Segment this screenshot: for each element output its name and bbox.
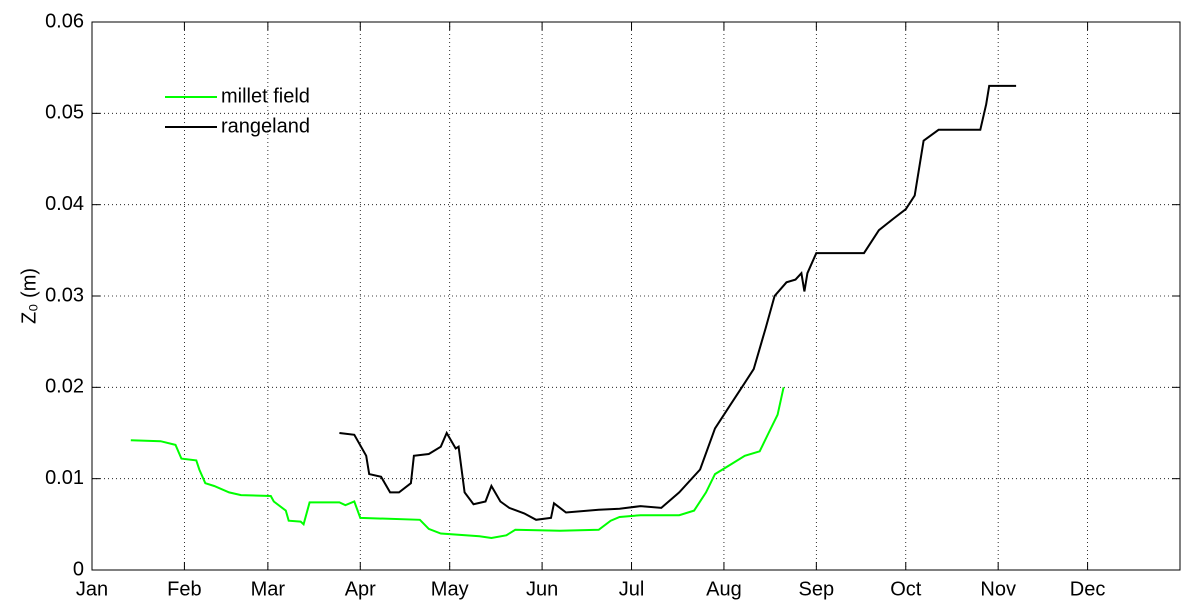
plot-frame <box>91 21 1181 571</box>
y-tick-label: 0.02 <box>45 376 84 398</box>
y-tick-label: 0.05 <box>45 102 84 124</box>
y-axis-label: Z₀ (m) <box>18 268 40 324</box>
x-tick-label: Jun <box>526 578 558 600</box>
x-tick-label: Dec <box>1070 578 1106 600</box>
x-tick-label: Jan <box>76 578 108 600</box>
y-tick-label: 0.01 <box>45 467 84 489</box>
x-tick-label: Sep <box>799 578 835 600</box>
x-tick-label: Jul <box>619 578 645 600</box>
x-tick-label: May <box>431 578 469 600</box>
x-tick-label: Mar <box>251 578 286 600</box>
x-tick-label: Apr <box>345 578 376 600</box>
y-tick-label: 0.03 <box>45 284 84 306</box>
x-tick-label: Feb <box>167 578 201 600</box>
series-line <box>339 84 1017 521</box>
x-tick-label: Aug <box>706 578 742 600</box>
series-line <box>130 387 785 540</box>
legend-label: rangeland <box>221 115 310 137</box>
y-tick-label: 0 <box>73 558 84 580</box>
x-tick-label: Nov <box>980 578 1016 600</box>
y-tick-label: 0.04 <box>45 193 84 215</box>
x-tick-label: Oct <box>890 578 922 600</box>
legend-label: millet field <box>221 85 310 107</box>
y-tick-label: 0.06 <box>45 10 84 32</box>
